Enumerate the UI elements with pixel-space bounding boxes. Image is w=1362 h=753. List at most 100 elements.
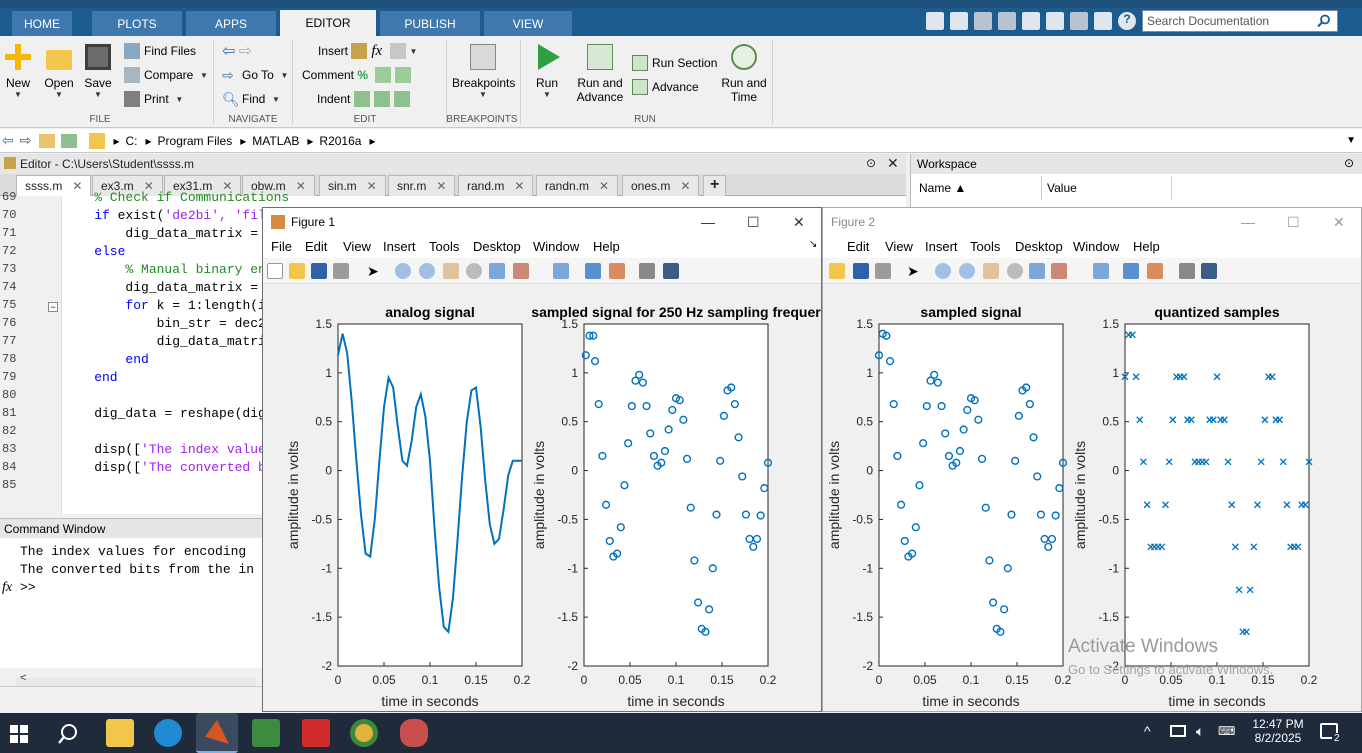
print-icon[interactable] [333, 263, 349, 279]
maximize-icon[interactable]: ☐ [1287, 214, 1300, 230]
panel-menu-icon[interactable]: ⊙ [866, 156, 877, 170]
add-tab-button[interactable]: + [703, 175, 727, 196]
zoom-out-icon[interactable] [959, 263, 975, 279]
smart-indent-icon[interactable] [353, 91, 370, 107]
pointer-icon[interactable]: ➤ [367, 263, 379, 279]
zoom-out-icon[interactable] [419, 263, 435, 279]
breadcrumb-c[interactable]: C: [125, 133, 138, 148]
editor-tab[interactable]: ex31.m ✕ [164, 175, 242, 196]
breakpoints-button[interactable]: Breakpoints ▼ [452, 44, 515, 99]
cut-disabled-icon[interactable] [974, 12, 992, 30]
network-icon[interactable] [1170, 725, 1186, 737]
menu-view[interactable]: View [885, 239, 913, 254]
new-figure-icon[interactable] [267, 263, 283, 279]
file-explorer-icon[interactable] [106, 719, 134, 747]
tab-plots[interactable]: PLOTS [92, 11, 182, 36]
chevron-up-icon[interactable]: ^ [1144, 723, 1151, 739]
indent-button[interactable]: Indent [317, 90, 414, 108]
tab-publish[interactable]: PUBLISH [380, 11, 480, 36]
pointer-icon[interactable]: ➤ [907, 263, 919, 279]
editor-tab[interactable]: sin.m ✕ [319, 175, 386, 196]
colorbar-icon[interactable] [585, 263, 601, 279]
switch-windows-icon[interactable] [1094, 12, 1112, 30]
close-icon[interactable]: ✕ [72, 179, 83, 193]
editor-tab[interactable]: randn.m ✕ [536, 175, 619, 196]
back-icon[interactable]: ⇦ [2, 132, 14, 148]
legend-icon[interactable] [1147, 263, 1163, 279]
chevron-down-icon[interactable]: ▼ [1346, 135, 1356, 146]
tab-editor[interactable]: EDITOR [280, 10, 376, 36]
editor-tab[interactable]: obw.m ✕ [242, 175, 315, 196]
decrease-indent-icon[interactable] [393, 91, 410, 107]
dock-arrow-icon[interactable]: ↘ [809, 239, 818, 250]
run-section-button[interactable]: Run Section [632, 54, 717, 72]
menu-tools[interactable]: Tools [970, 239, 1001, 254]
close-icon[interactable]: ✕ [793, 214, 805, 230]
rotate-icon[interactable] [1007, 263, 1023, 279]
help-icon[interactable]: ? [1118, 12, 1136, 30]
brush-icon[interactable] [1051, 263, 1067, 279]
editor-tab[interactable]: snr.m ✕ [388, 175, 456, 196]
redo-icon[interactable] [1070, 12, 1088, 30]
menu-insert[interactable]: Insert [383, 239, 416, 254]
open-icon[interactable] [289, 263, 305, 279]
forward-icon[interactable]: ⇨ [19, 132, 32, 148]
pan-icon[interactable] [983, 263, 999, 279]
matlab-taskbar-button[interactable] [196, 713, 238, 753]
data-cursor-icon[interactable] [1029, 263, 1045, 279]
menu-window[interactable]: Window [1073, 239, 1120, 254]
find-button[interactable]: 🔍︎ Find ▼ [222, 90, 280, 108]
open-icon[interactable] [829, 263, 845, 279]
close-icon[interactable]: ✕ [599, 179, 610, 193]
search-icon[interactable] [1317, 14, 1331, 28]
edge-icon[interactable] [154, 719, 182, 747]
editor-tab[interactable]: ones.m ✕ [622, 175, 700, 196]
up-folder-icon[interactable] [39, 133, 56, 148]
tab-apps[interactable]: APPS [186, 11, 276, 36]
menu-window[interactable]: Window [533, 239, 580, 254]
chrome-icon[interactable] [350, 719, 378, 747]
copy-icon[interactable] [998, 12, 1016, 30]
volume-icon[interactable]: 🔈︎ [1196, 723, 1205, 739]
save-button[interactable]: Save ▼ [82, 44, 114, 99]
fx-icon[interactable]: fx [371, 42, 383, 59]
pan-icon[interactable] [443, 263, 459, 279]
editor-tab[interactable]: ex3.m ✕ [92, 175, 163, 196]
save-quick-icon[interactable] [950, 12, 968, 30]
insert-function-icon[interactable] [389, 43, 406, 59]
breadcrumb-matlab[interactable]: MATLAB [252, 133, 300, 148]
zoom-in-icon[interactable] [935, 263, 951, 279]
advance-button[interactable]: Advance [632, 78, 699, 96]
close-icon[interactable]: ✕ [143, 179, 154, 193]
figure2-window[interactable]: Figure 2 — ☐ ✕ Edit View Insert Tools De… [822, 207, 1362, 712]
run-and-advance-button[interactable]: Run and Advance [574, 44, 626, 104]
comment-button[interactable]: Comment % [302, 66, 415, 84]
forward-arrow-icon[interactable]: ⇨ [238, 43, 253, 60]
column-header-value[interactable]: Value [1047, 181, 1077, 195]
minimize-icon[interactable]: — [1241, 214, 1255, 230]
wps-icon[interactable] [302, 719, 330, 747]
editor-tab[interactable]: ssss.m ✕ [16, 175, 92, 196]
close-icon[interactable]: ✕ [887, 155, 899, 171]
paint-icon[interactable] [400, 719, 428, 747]
figure1-window[interactable]: Figure 1 — ☐ ✕ File Edit View Insert Too… [262, 207, 822, 712]
back-forward-buttons[interactable]: ⇦ ⇨ [222, 42, 252, 60]
close-icon[interactable]: ✕ [366, 179, 377, 193]
back-arrow-icon[interactable]: ⇦ [222, 43, 236, 60]
close-icon[interactable]: ✕ [680, 179, 691, 193]
increase-indent-icon[interactable] [373, 91, 390, 107]
close-icon[interactable]: ✕ [436, 179, 447, 193]
find-files-button[interactable]: Find Files [124, 42, 196, 60]
link-plot-icon[interactable] [553, 263, 569, 279]
save-icon[interactable] [311, 263, 327, 279]
tab-view[interactable]: VIEW [484, 11, 572, 36]
menu-help[interactable]: Help [593, 239, 620, 254]
zoom-in-icon[interactable] [395, 263, 411, 279]
print-button[interactable]: Print ▼ [124, 90, 183, 108]
cut-icon[interactable] [926, 12, 944, 30]
panel-menu-icon[interactable]: ⊙ [1343, 156, 1354, 170]
data-cursor-icon[interactable] [489, 263, 505, 279]
uncomment-icon[interactable] [374, 67, 391, 83]
link-plot-icon[interactable] [1093, 263, 1109, 279]
brush-icon[interactable] [513, 263, 529, 279]
